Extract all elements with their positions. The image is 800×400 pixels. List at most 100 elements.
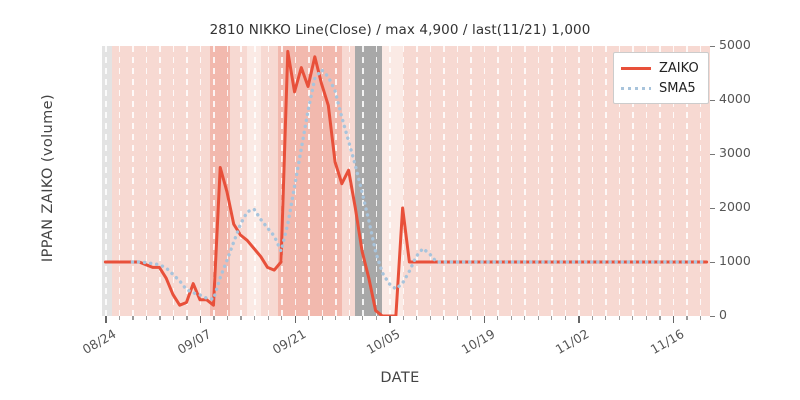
gridline [226, 46, 229, 316]
gridline [443, 46, 445, 316]
x-tick-minor [686, 316, 688, 320]
legend-entry-zaiko[interactable]: ZAIKO [621, 58, 699, 78]
gridline [159, 46, 161, 316]
x-tick-minor [159, 316, 161, 320]
series-layer [102, 46, 710, 316]
gridline [632, 46, 634, 316]
background-band [355, 46, 383, 316]
x-tick-major [199, 316, 202, 323]
y-tick-mark [710, 153, 715, 155]
gridline [551, 46, 553, 316]
x-tick-minor [267, 316, 269, 320]
x-tick-minor [186, 316, 188, 320]
gridline [389, 46, 391, 316]
x-tick-minor [591, 316, 593, 320]
gridline [240, 46, 242, 316]
x-tick-minor [213, 316, 215, 320]
legend-label-sma5: SMA5 [659, 80, 696, 96]
gridline [118, 46, 121, 316]
legend-entry-sma5[interactable]: SMA5 [621, 78, 699, 98]
background-band [260, 46, 278, 316]
x-tick-minor [335, 316, 337, 320]
gridline [645, 46, 648, 316]
gridline [186, 46, 188, 316]
gridline [199, 46, 202, 316]
y-tick-label: 3000 [719, 145, 751, 160]
x-tick-minor [699, 316, 702, 320]
gridline [524, 46, 526, 316]
gridline [281, 46, 283, 316]
gridline [267, 46, 269, 316]
y-tick-mark [710, 315, 715, 317]
y-axis: 0 1000 2000 3000 4000 5000 [710, 37, 780, 322]
x-tick-minor [564, 316, 566, 320]
x-tick-label: 10/05 [363, 326, 403, 358]
gridline [699, 46, 702, 316]
y-tick-mark [710, 99, 715, 101]
x-tick-minor [645, 316, 647, 320]
gridline [686, 46, 688, 316]
x-tick-minor [118, 316, 121, 320]
background-band [382, 46, 403, 316]
gridline [564, 46, 567, 316]
x-tick-minor [470, 316, 472, 320]
x-tick-minor [537, 316, 539, 320]
x-tick-minor [551, 316, 553, 320]
x-tick-label: 08/24 [80, 326, 119, 358]
x-tick-minor [362, 316, 364, 320]
x-tick-minor [281, 316, 283, 320]
gridline [132, 46, 134, 316]
gridline [308, 46, 310, 316]
gridline [213, 46, 215, 316]
x-tick-major [294, 316, 296, 323]
x-tick-minor [456, 316, 458, 320]
gridline [578, 46, 580, 316]
x-tick-minor [240, 316, 242, 320]
x-tick-minor [226, 316, 229, 320]
gridline [254, 46, 256, 316]
x-tick-minor [145, 316, 148, 320]
x-tick-minor [659, 316, 661, 320]
gridline [470, 46, 472, 316]
gridline [659, 46, 661, 316]
x-tick-minor [172, 316, 175, 320]
x-tick-major [483, 316, 486, 323]
x-tick-minor [510, 316, 512, 320]
x-tick-major [105, 316, 107, 323]
background-band [277, 46, 342, 316]
gridline [497, 46, 499, 316]
x-tick-minor [402, 316, 404, 320]
x-tick-minor [605, 316, 607, 320]
chart-title: 2810 NIKKO Line(Close) / max 4,900 / las… [209, 22, 591, 38]
x-tick-minor [308, 316, 310, 320]
gridline [105, 46, 107, 316]
gridline [321, 46, 324, 316]
x-tick-minor [524, 316, 526, 320]
gridline [416, 46, 418, 316]
x-tick-minor [254, 316, 256, 320]
y-tick-label: 2000 [719, 199, 751, 214]
gridline [362, 46, 364, 316]
x-tick-minor [416, 316, 418, 320]
gridline [537, 46, 540, 316]
x-tick-major [672, 316, 675, 323]
gridline [618, 46, 621, 316]
background-band [102, 46, 113, 316]
y-tick-mark [710, 207, 715, 209]
y-tick-label: 0 [719, 307, 727, 322]
x-tick-minor [348, 316, 350, 320]
x-tick-minor [443, 316, 445, 320]
x-tick-minor [618, 316, 620, 320]
x-tick-major [578, 316, 580, 323]
x-axis: 08/24 09/07 09/21 10/05 10/19 11/02 11/16 [80, 316, 710, 396]
x-tick-minor [321, 316, 323, 320]
y-tick-label: 5000 [719, 37, 751, 52]
legend-swatch-dotted-icon [621, 82, 651, 94]
x-tick-minor [429, 316, 431, 320]
gridline [591, 46, 594, 316]
x-tick-label: 11/02 [553, 326, 592, 358]
x-tick-major [389, 316, 391, 323]
y-tick-label: 1000 [719, 253, 751, 268]
gridline [429, 46, 432, 316]
